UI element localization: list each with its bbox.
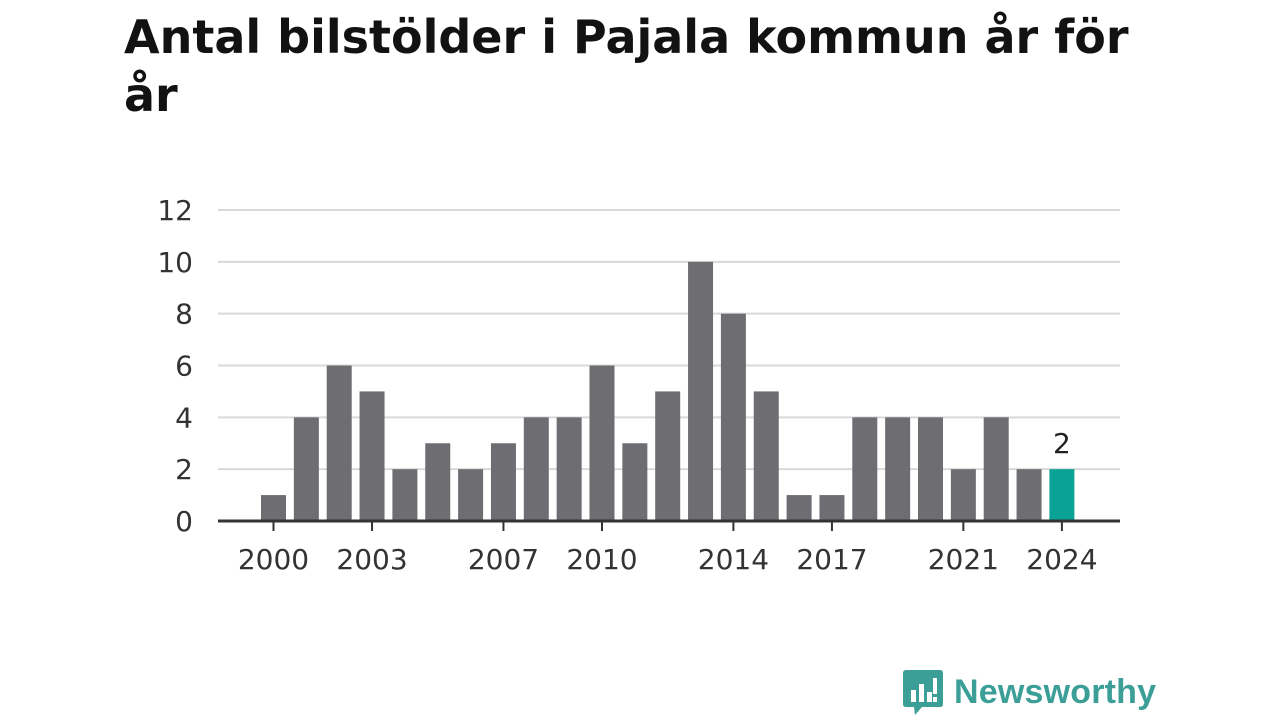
bar-2018: [852, 417, 878, 521]
y-tick-label: 4: [175, 401, 193, 434]
bars: [261, 261, 1075, 521]
bar-2010: [589, 365, 615, 521]
data-label: 2: [1053, 427, 1071, 460]
brand-name: Newsworthy: [954, 672, 1157, 711]
y-axis-labels: 0 2 4 6 8 10 12: [157, 194, 193, 538]
annotations: 2: [1053, 427, 1071, 460]
x-tick-label: 2017: [796, 543, 867, 576]
bar-2024: [1049, 469, 1075, 521]
bar-2004: [392, 469, 418, 521]
x-tick-label: 2003: [336, 543, 407, 576]
bar-2015: [753, 391, 779, 521]
newsworthy-logo-icon: [903, 670, 943, 715]
bar-2002: [326, 365, 352, 521]
bar-2023: [1016, 469, 1042, 521]
bar-2003: [359, 391, 385, 521]
x-axis: 2000 2003 2007 2010 2014 2017 2021 2024: [218, 519, 1120, 576]
bar-2016: [786, 495, 812, 521]
bar-2007: [490, 443, 516, 521]
x-tick-label: 2007: [468, 543, 539, 576]
x-tick-label: 2010: [566, 543, 637, 576]
bar-2006: [458, 469, 484, 521]
bar-2012: [655, 391, 681, 521]
x-tick-label: 2000: [238, 543, 309, 576]
brand: Newsworthy: [902, 668, 1156, 716]
y-tick-label: 0: [175, 505, 193, 538]
chart-title: Antal bilstölder i Pajala kommun år för …: [124, 10, 1129, 122]
bar-2000: [261, 495, 286, 521]
x-tick-label: 2024: [1026, 543, 1097, 576]
bar-2008: [523, 417, 549, 521]
y-tick-label: 8: [175, 298, 193, 331]
y-tick-label: 10: [157, 246, 193, 279]
x-tick-label: 2014: [698, 543, 769, 576]
bar-2011: [622, 443, 648, 521]
y-tick-label: 6: [175, 350, 193, 383]
bar-2014: [720, 313, 746, 521]
x-tick-label: 2021: [928, 543, 999, 576]
bar-2005: [425, 443, 451, 521]
bar-2019: [885, 417, 911, 521]
y-tick-label: 2: [175, 453, 193, 486]
bar-2001: [293, 417, 319, 521]
bar-2017: [819, 495, 845, 521]
bar-2013: [688, 261, 714, 521]
bar-2009: [556, 417, 582, 521]
y-tick-label: 12: [157, 194, 193, 227]
bar-2022: [983, 417, 1009, 521]
bar-2020: [918, 417, 943, 521]
bar-2021: [950, 469, 976, 521]
